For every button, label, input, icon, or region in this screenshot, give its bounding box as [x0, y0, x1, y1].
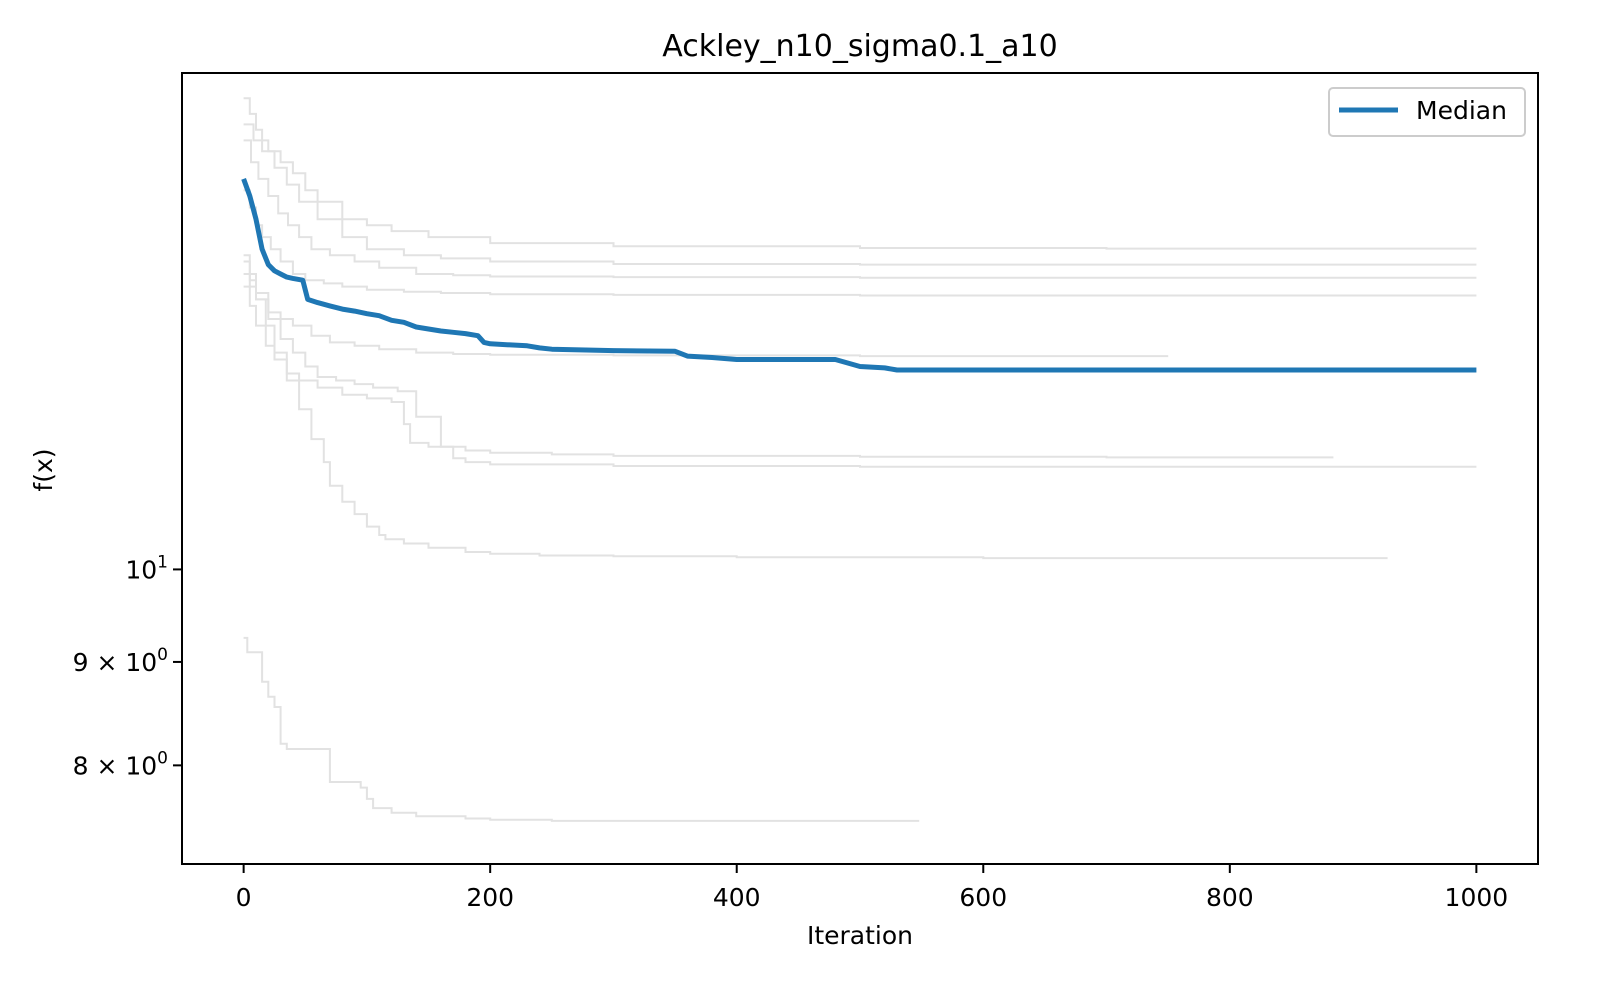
x-tick-label: 0: [236, 883, 252, 912]
x-tick-label: 200: [466, 883, 514, 912]
run-lines: [243, 97, 1477, 822]
x-tick-label: 600: [959, 883, 1007, 912]
run-line-9: [243, 636, 920, 822]
legend-label-median: Median: [1416, 96, 1507, 125]
x-tick-label: 400: [713, 883, 761, 912]
legend-box: [1328, 87, 1526, 137]
y-axis-ticks: 8 × 100 9 × 100 101: [73, 552, 182, 780]
y-tick-label: 101: [125, 552, 168, 584]
x-axis-ticks: 0 200 400 600 800 1000: [236, 864, 1508, 912]
run-line-4: [243, 189, 1477, 297]
run-line-1: [243, 97, 1477, 250]
x-tick-label: 1000: [1445, 883, 1509, 912]
run-line-7: [243, 254, 1477, 468]
x-axis-label: Iteration: [807, 921, 913, 950]
plot-frame: [181, 72, 1539, 865]
x-tick-label: 800: [1206, 883, 1254, 912]
y-tick-label: 9 × 100: [73, 645, 168, 677]
median-line: [241, 178, 1477, 373]
y-tick-label: 8 × 100: [73, 748, 168, 780]
y-axis-label: f(x): [29, 448, 58, 491]
run-line-2: [243, 123, 1477, 266]
legend: Median: [1328, 87, 1526, 137]
run-line-6: [243, 285, 1334, 459]
median-series: [241, 178, 1477, 373]
run-line-3: [243, 139, 1477, 279]
run-line-8: [243, 260, 1388, 560]
chart-title: Ackley_n10_sigma0.1_a10: [662, 29, 1057, 64]
